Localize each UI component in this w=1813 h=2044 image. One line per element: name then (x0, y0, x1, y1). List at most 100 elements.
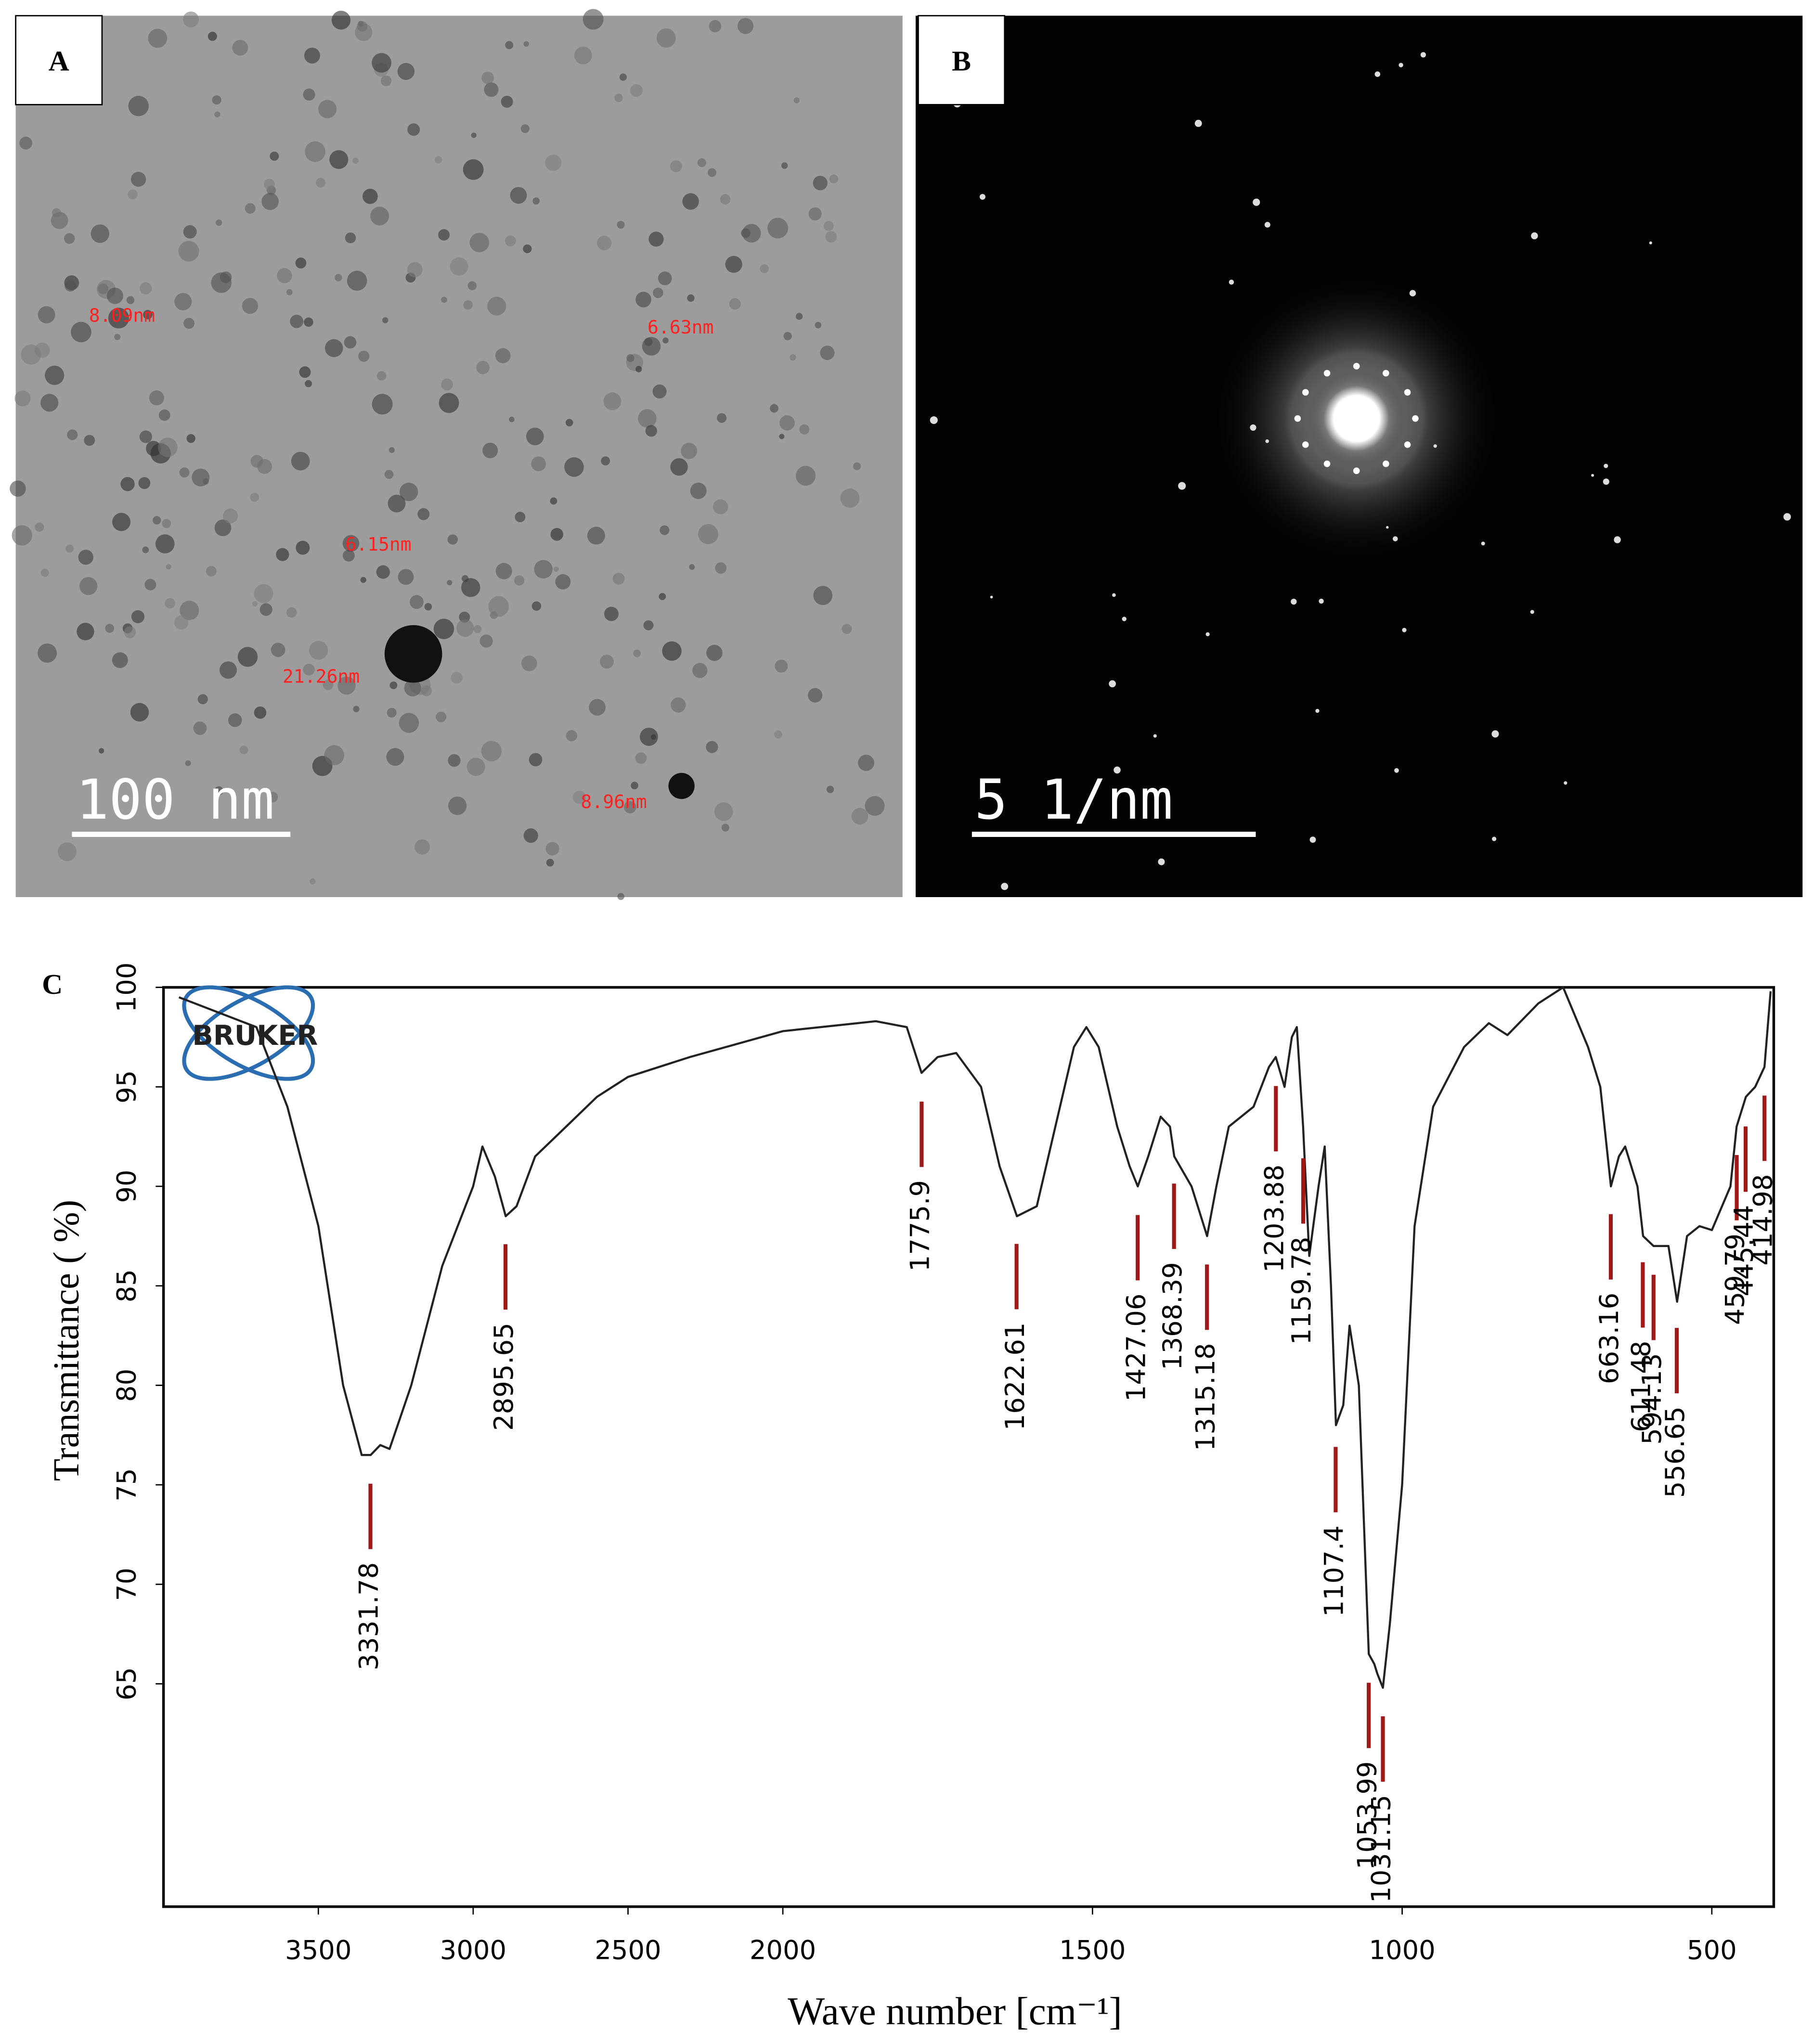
size-label: 21.26nm (283, 666, 360, 687)
particle (617, 893, 624, 900)
peak-label: 1107.4 (1319, 1525, 1349, 1617)
particle (495, 563, 512, 579)
particle (689, 564, 695, 570)
particle (612, 573, 625, 585)
particle (214, 786, 224, 796)
particle (388, 494, 406, 513)
particle (38, 306, 55, 323)
particle (715, 562, 727, 574)
particle (441, 378, 453, 391)
diffraction-spot (1783, 513, 1791, 521)
particle (79, 577, 98, 595)
particle (858, 755, 875, 771)
particle (114, 334, 121, 340)
particle (38, 643, 57, 663)
peak-label: 445.44 (1729, 1205, 1759, 1297)
peak-label: 3331.78 (354, 1562, 384, 1671)
particle (305, 380, 312, 387)
size-label: 6.63nm (648, 317, 713, 338)
particle (186, 434, 195, 443)
particle (601, 456, 610, 466)
particle (358, 350, 370, 362)
y-tick-label: 70 (111, 1568, 142, 1601)
particle (461, 575, 469, 582)
particle (633, 649, 641, 657)
diffraction-spot (1393, 536, 1398, 541)
particle (589, 699, 606, 716)
particle (179, 467, 190, 478)
diffraction-spot (1383, 370, 1389, 377)
particle (706, 644, 723, 661)
scale-bars: 100 nm 5 1/nm (72, 768, 1256, 837)
particle (424, 603, 432, 611)
particle (825, 231, 837, 243)
peak-label: 1159.78 (1286, 1237, 1317, 1345)
particle (414, 839, 430, 855)
diffraction-spot (1158, 858, 1165, 865)
particle (853, 462, 861, 470)
particle (372, 394, 393, 415)
particle (329, 150, 349, 169)
particle (399, 482, 418, 501)
particle (690, 482, 707, 499)
diffraction-spot (1194, 119, 1202, 127)
particle (138, 477, 151, 489)
particle (721, 823, 729, 832)
particle (142, 546, 149, 553)
particle (466, 758, 485, 776)
y-tick-label: 80 (111, 1369, 142, 1402)
particle (774, 730, 782, 739)
particle (19, 136, 33, 150)
particle (523, 828, 538, 843)
particle (174, 615, 189, 630)
diffraction-spot (1386, 526, 1389, 529)
diffraction-spot (1294, 415, 1301, 422)
particle (623, 801, 636, 814)
particle (215, 219, 222, 226)
diffraction-spot (1649, 241, 1652, 244)
particle (337, 676, 356, 695)
diffraction-spot (1383, 460, 1389, 467)
tem-image (10, 9, 903, 900)
diffraction-spot (1491, 730, 1499, 738)
size-label: 6.15nm (345, 534, 411, 555)
particle (286, 607, 297, 618)
particle (770, 404, 779, 413)
particle (439, 393, 459, 413)
particle (155, 534, 175, 553)
particle (267, 792, 278, 803)
particle (286, 289, 293, 296)
particle (10, 480, 26, 497)
tem-background (15, 15, 903, 898)
particle (149, 390, 165, 406)
diffraction-spot (1409, 290, 1416, 296)
particle (668, 772, 695, 799)
particle (635, 292, 651, 308)
particle (197, 694, 208, 705)
particle (783, 332, 792, 341)
particle (631, 782, 638, 789)
logo-text: BRUKER (192, 1020, 318, 1052)
particle (555, 574, 571, 590)
particle (178, 241, 199, 262)
particle (252, 601, 258, 606)
particle (214, 111, 220, 117)
particle (815, 321, 822, 329)
particle (207, 31, 217, 41)
particle (112, 652, 128, 668)
particle (635, 752, 647, 764)
particle (12, 525, 32, 546)
particle (295, 257, 307, 269)
peak-label: 611.48 (1626, 1341, 1657, 1432)
particle (813, 176, 828, 191)
particle (652, 384, 667, 399)
particle (290, 314, 304, 328)
particle (635, 366, 642, 373)
particle (709, 20, 722, 33)
x-tick-label: 3500 (285, 1935, 351, 1965)
particle (545, 154, 562, 171)
particle (398, 569, 414, 585)
particle (363, 189, 378, 204)
particle (387, 707, 397, 718)
particle (386, 748, 404, 766)
